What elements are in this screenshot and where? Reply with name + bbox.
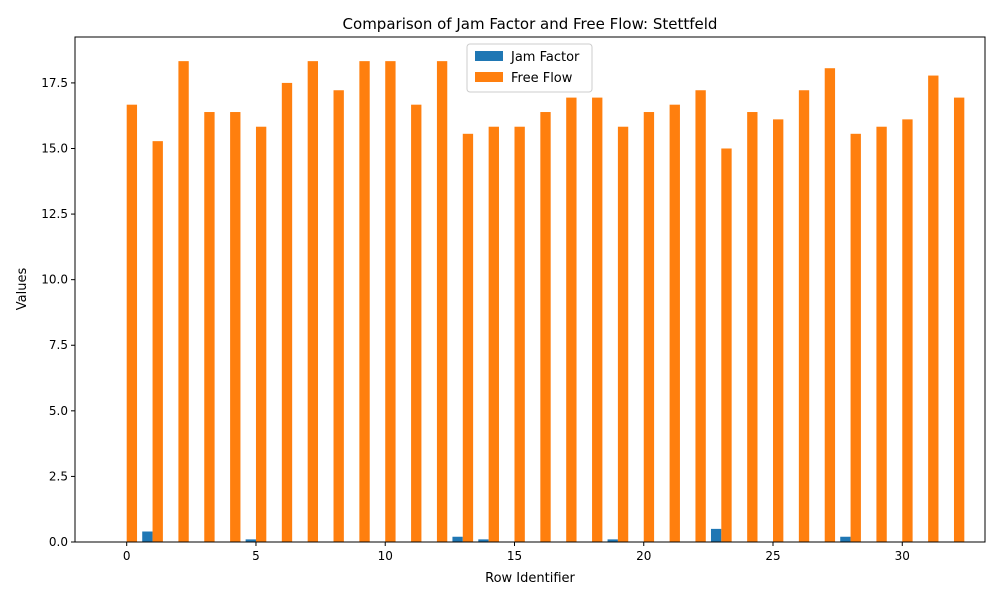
y-tick-label: 15.0	[41, 141, 68, 155]
free-flow-bar-14	[488, 126, 499, 542]
chart-title: Comparison of Jam Factor and Free Flow: …	[343, 15, 718, 33]
legend-label: Free Flow	[511, 71, 573, 86]
free-flow-bar-28	[850, 133, 861, 543]
free-flow-bar-29	[876, 126, 887, 542]
free-flow-bar-2	[178, 61, 189, 542]
x-ticks: 0 5 10 15 20 25 30	[123, 542, 910, 563]
plot-frame	[74, 36, 986, 543]
free-flow-bar-0	[126, 104, 138, 543]
jam-factor-bar-28	[840, 536, 851, 542]
x-tick-label: 15	[507, 549, 522, 563]
jam-factor-bar-13	[452, 536, 463, 542]
free-flow-bar-15	[514, 126, 525, 542]
free-flow-bar-18	[592, 97, 603, 542]
legend-label: Jam Factor	[510, 50, 580, 65]
free-flow-bar-1	[152, 141, 163, 542]
free-flow-bar-12	[436, 61, 448, 542]
free-flow-bar-16	[540, 112, 551, 542]
free-flow-bar-19	[617, 126, 629, 542]
free-flow-bar-8	[333, 90, 344, 542]
free-flow-bar-17	[566, 97, 577, 542]
y-axis-label: Values	[15, 268, 30, 311]
jam-factor-bar-1	[142, 531, 153, 542]
free-flow-bar-31	[928, 75, 939, 542]
free-flow-bar-3	[204, 112, 215, 542]
x-tick-label: 30	[895, 549, 910, 563]
bars-group	[126, 61, 965, 543]
x-tick-label: 0	[123, 549, 131, 563]
free-flow-bar-20	[643, 112, 655, 542]
free-flow-bar-7	[307, 61, 319, 542]
free-flow-bar-23	[721, 148, 732, 543]
free-flow-bar-9	[359, 61, 370, 542]
x-tick-label: 25	[765, 549, 780, 563]
jam-factor-bar-19	[607, 539, 618, 542]
y-tick-label: 17.5	[41, 76, 68, 90]
free-flow-bar-22	[695, 90, 706, 542]
jam-factor-bar-23	[710, 528, 722, 542]
legend-swatch	[475, 72, 503, 82]
y-tick-label: 0.0	[49, 535, 68, 549]
free-flow-bar-10	[385, 61, 396, 542]
legend: Jam Factor Free Flow	[466, 43, 593, 93]
free-flow-bar-11	[411, 104, 422, 543]
y-tick-label: 7.5	[49, 338, 68, 352]
x-axis-label: Row Identifier	[485, 571, 575, 586]
x-tick-label: 10	[378, 549, 393, 563]
y-ticks: 0.0 2.5 5.0 7.5 10.0 12.5 15.0 17.5	[41, 76, 75, 549]
free-flow-bar-24	[747, 112, 758, 542]
free-flow-bar-5	[255, 126, 267, 542]
jam-factor-bar-5	[245, 539, 256, 542]
free-flow-bar-4	[230, 112, 241, 542]
free-flow-bar-6	[281, 82, 293, 542]
y-tick-label: 10.0	[41, 273, 68, 287]
free-flow-bar-27	[824, 68, 836, 542]
y-tick-label: 12.5	[41, 207, 68, 221]
free-flow-bar-25	[773, 119, 784, 543]
free-flow-bar-26	[798, 90, 810, 542]
free-flow-bar-21	[669, 104, 680, 543]
x-tick-label: 20	[636, 549, 651, 563]
y-tick-label: 5.0	[49, 404, 68, 418]
free-flow-bar-32	[953, 97, 965, 542]
free-flow-bar-30	[902, 119, 913, 543]
free-flow-bar-13	[462, 133, 474, 543]
x-tick-label: 5	[252, 549, 260, 563]
jam-factor-bar-14	[478, 539, 489, 542]
legend-swatch	[475, 51, 503, 61]
y-tick-label: 2.5	[49, 469, 68, 483]
